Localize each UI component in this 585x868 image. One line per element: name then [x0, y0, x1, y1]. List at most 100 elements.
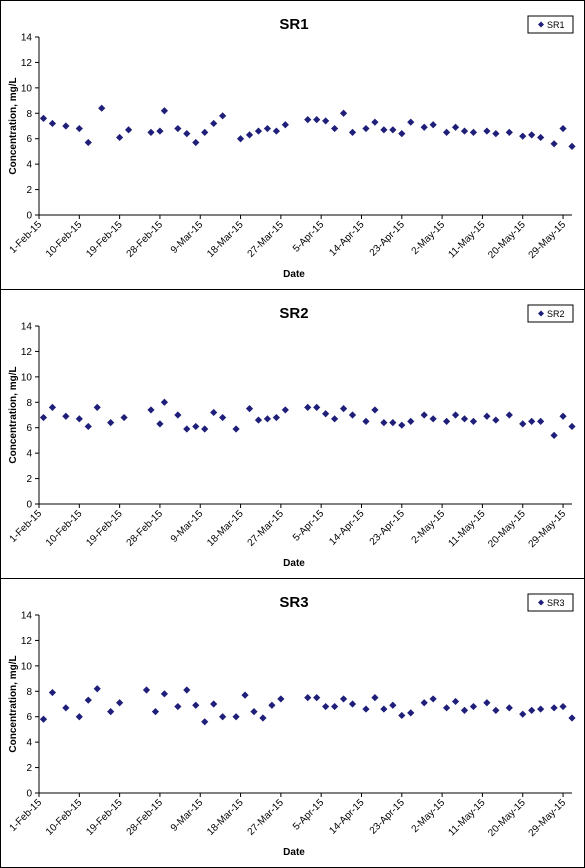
data-point [84, 696, 92, 704]
data-point [84, 138, 92, 147]
data-point [348, 411, 357, 419]
data-point [160, 398, 169, 406]
data-point [528, 131, 536, 139]
y-tick-label: 0 [26, 789, 32, 800]
data-point [263, 415, 272, 423]
x-tick-label: 18-Mar-15 [205, 797, 246, 838]
data-point [460, 127, 469, 135]
data-point [407, 118, 415, 126]
data-point [519, 132, 527, 140]
data-point [559, 124, 567, 133]
x-tick-label: 11-May-15 [446, 219, 487, 260]
y-tick-label: 14 [21, 322, 33, 333]
data-point [380, 419, 388, 427]
chart-title: SR1 [279, 16, 308, 33]
data-point [219, 713, 227, 721]
data-point [174, 411, 182, 419]
data-point [304, 403, 312, 411]
data-point [75, 415, 83, 423]
x-tick-label: 1-Feb-15 [8, 219, 45, 256]
data-point [407, 417, 415, 425]
data-point [559, 412, 567, 420]
data-point [420, 123, 428, 131]
data-point [537, 133, 545, 142]
data-point [429, 415, 437, 423]
data-point [331, 702, 339, 711]
data-point [245, 405, 254, 413]
data-point [331, 415, 339, 423]
data-point [483, 127, 491, 135]
data-point [281, 121, 289, 129]
x-tick-label: 27-Mar-15 [246, 219, 287, 260]
data-point [192, 422, 200, 431]
y-tick-label: 10 [21, 83, 33, 94]
data-point [322, 117, 330, 125]
chart-panel: SR1 0 2 4 6 8 10 12 14 1-Feb-15 10-Feb-15 19-Feb-15… [0, 0, 585, 290]
data-point [550, 431, 558, 439]
data-point [568, 422, 576, 431]
x-axis-label: Date [283, 269, 305, 280]
data-point [442, 704, 451, 712]
x-tick-label: 23-Apr-15 [368, 219, 408, 259]
data-point [389, 701, 397, 709]
data-point [492, 706, 500, 714]
x-tick-label: 2-May-15 [410, 219, 448, 257]
data-point [93, 685, 101, 693]
x-tick-label: 1-Feb-15 [8, 508, 45, 545]
legend-box [527, 304, 574, 323]
chart-panel: SR2 0 2 4 6 8 10 12 14 1-Feb-15 10-Feb-15 19-Feb-15… [0, 289, 585, 579]
y-tick-label: 8 [26, 687, 32, 698]
data-point [339, 405, 348, 413]
data-point [156, 420, 164, 428]
y-tick-label: 2 [26, 763, 32, 774]
legend-label: SR3 [547, 598, 565, 608]
data-point [254, 416, 263, 424]
data-point [201, 425, 209, 433]
data-point [348, 128, 357, 136]
data-point [469, 128, 478, 136]
data-point [281, 406, 289, 414]
x-tick-label: 19-Feb-15 [84, 219, 125, 260]
x-tick-label: 5-Apr-15 [291, 508, 327, 544]
y-tick-label: 4 [26, 160, 32, 171]
chart-title: SR2 [279, 305, 308, 322]
data-point [84, 422, 92, 431]
data-point [245, 131, 254, 139]
data-point [174, 702, 182, 711]
data-point [380, 126, 388, 134]
legend-label: SR2 [547, 309, 565, 319]
legend-label: SR1 [547, 20, 565, 30]
data-point [331, 124, 339, 133]
data-point [160, 107, 169, 115]
y-tick-label: 2 [26, 474, 32, 485]
x-tick-label: 10-Feb-15 [44, 219, 85, 260]
y-tick-label: 2 [26, 185, 32, 196]
data-point [156, 127, 164, 135]
data-point [62, 412, 70, 420]
data-point [241, 691, 249, 699]
data-point [116, 699, 124, 707]
data-point [116, 133, 124, 142]
data-point [528, 706, 536, 714]
data-point [183, 686, 191, 694]
data-point [192, 701, 200, 709]
data-point [322, 410, 330, 418]
data-point [362, 417, 370, 425]
y-tick-label: 14 [21, 33, 33, 44]
data-point [451, 123, 460, 131]
data-point [259, 714, 267, 722]
y-tick-label: 10 [21, 661, 33, 672]
data-point [48, 119, 57, 128]
y-tick-label: 12 [21, 636, 33, 647]
data-point [107, 419, 115, 427]
data-point [550, 704, 558, 712]
data-point [277, 695, 285, 703]
x-tick-label: 28-Feb-15 [125, 508, 166, 549]
data-point [183, 130, 191, 138]
data-point [250, 708, 258, 716]
data-point [362, 124, 370, 133]
data-point [420, 699, 428, 707]
legend-box [527, 593, 574, 612]
y-tick-label: 14 [21, 611, 33, 622]
x-tick-label: 18-Mar-15 [205, 219, 246, 260]
